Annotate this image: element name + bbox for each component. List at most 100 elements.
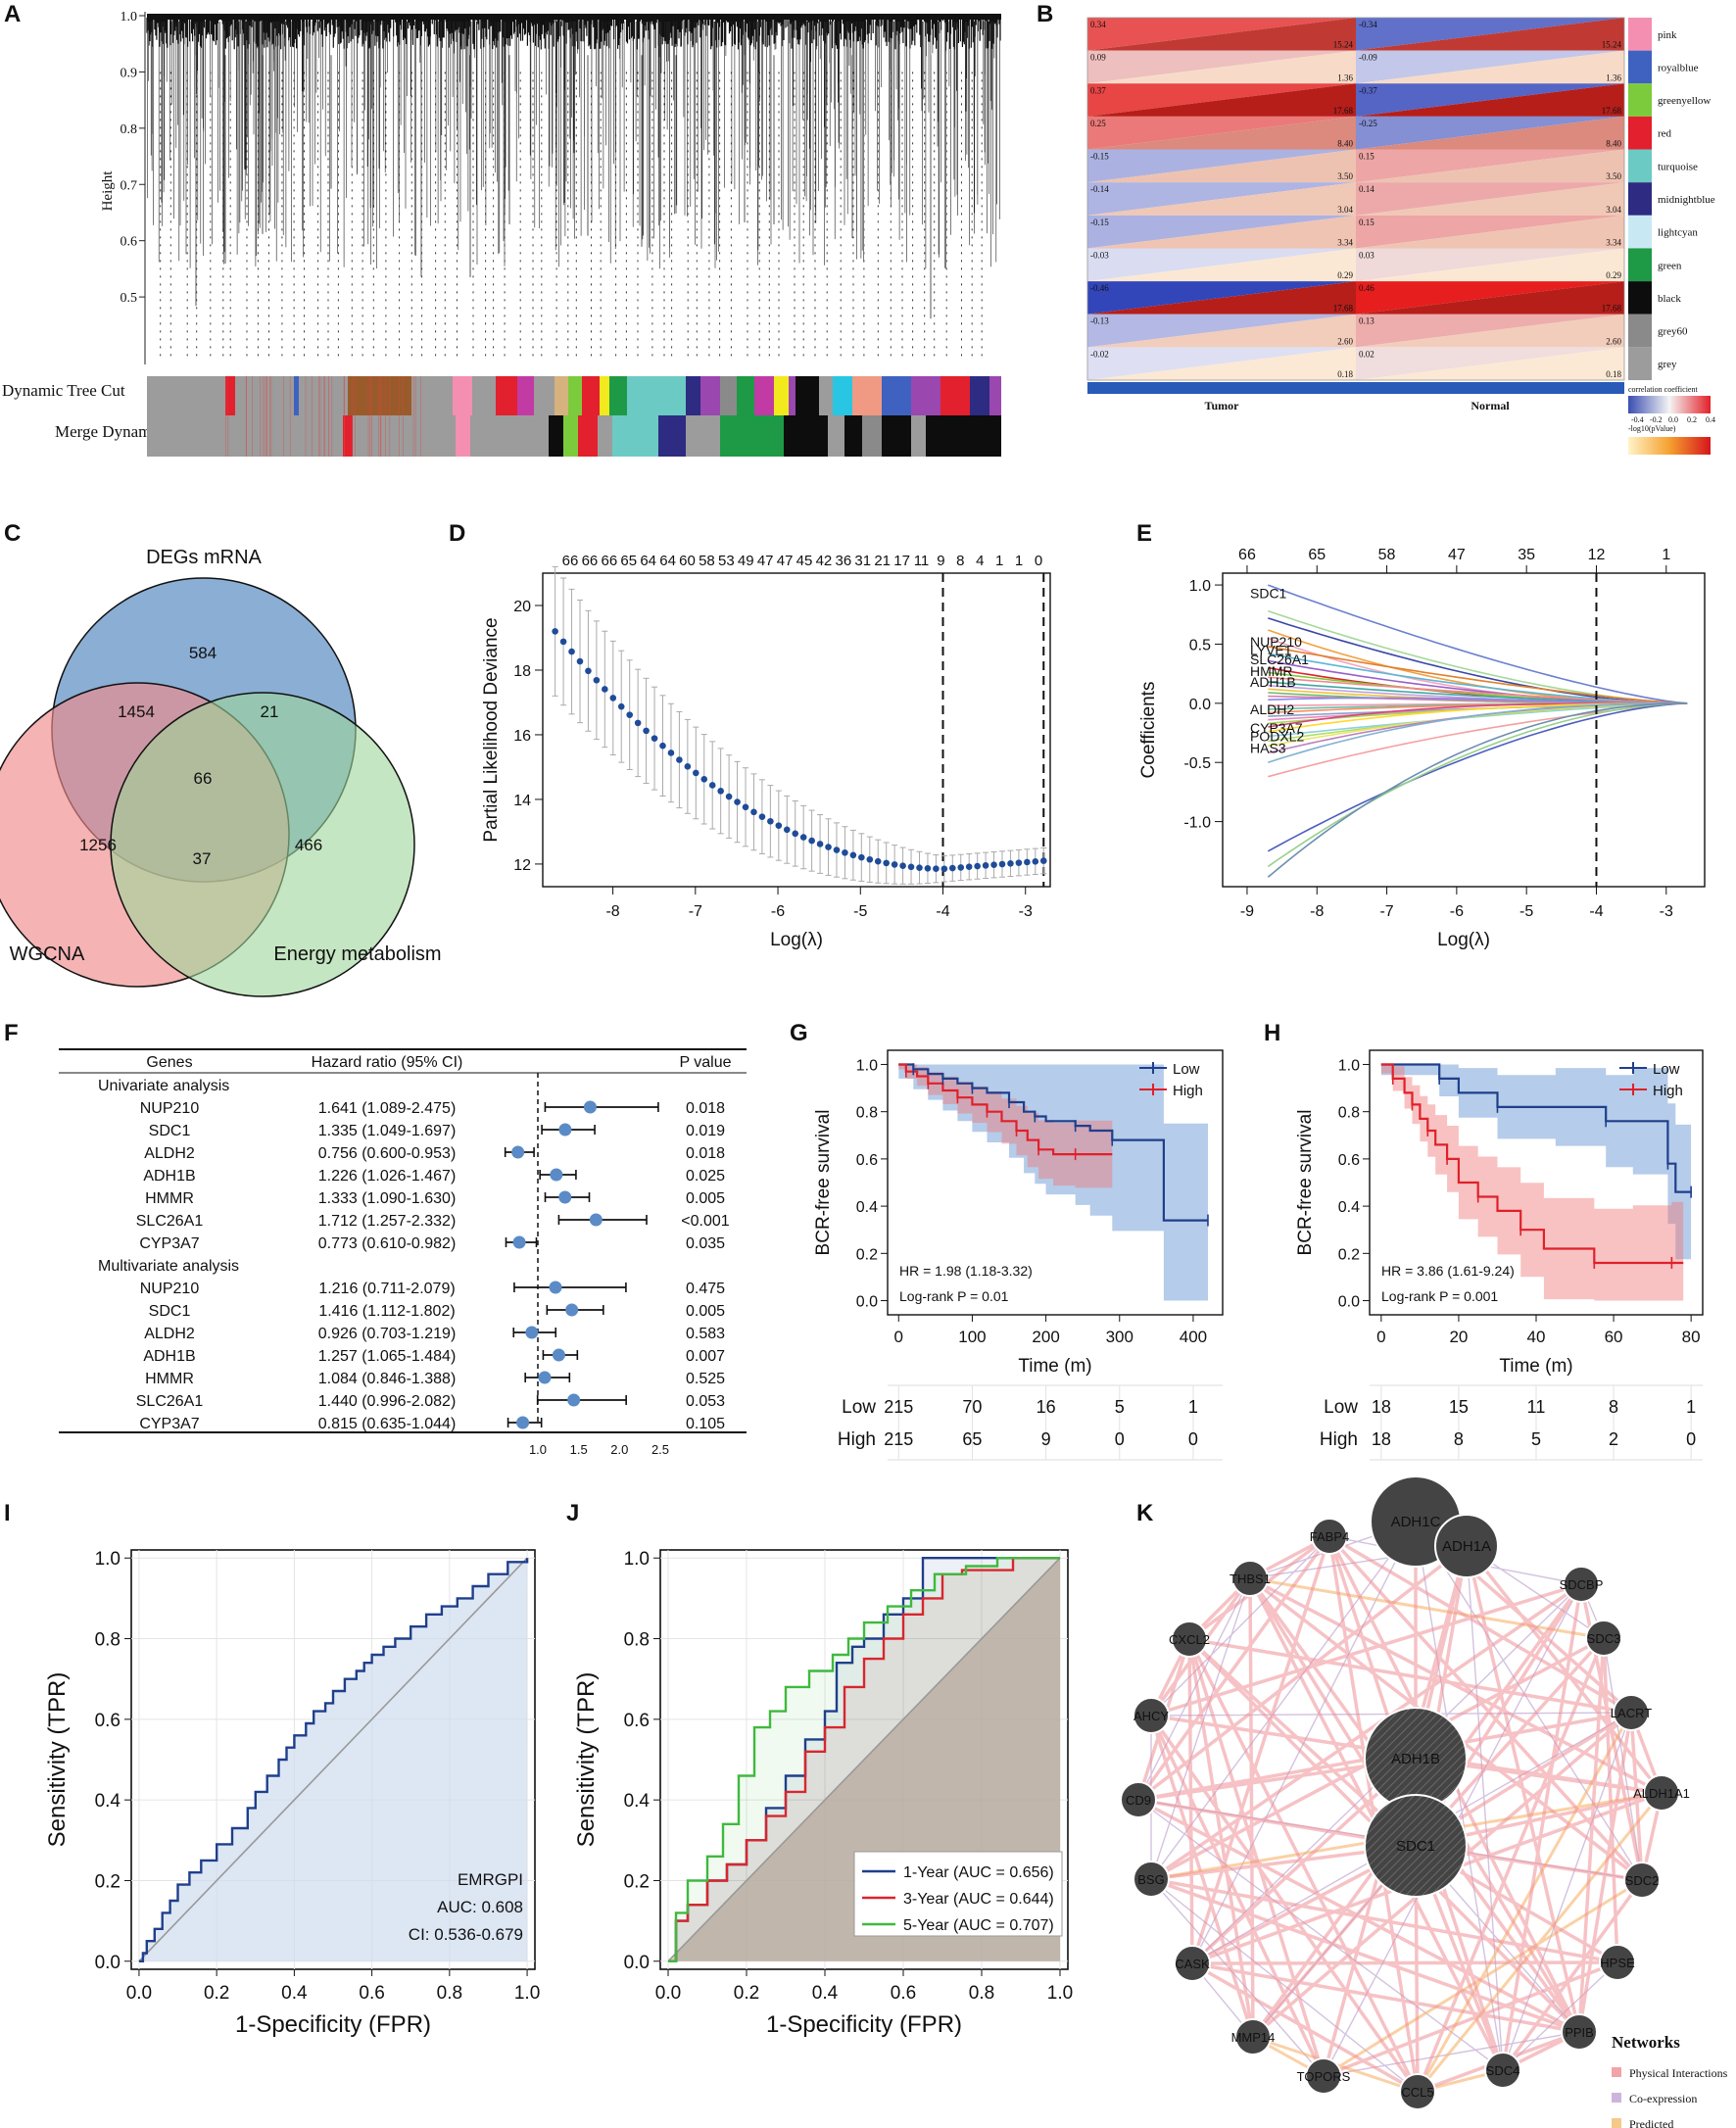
cv-point (933, 865, 940, 873)
roc-legend-box (853, 1851, 1063, 1937)
forest-section-title: Multivariate analysis (98, 1258, 239, 1275)
cv-point (982, 862, 989, 869)
forest-p-value: 0.025 (686, 1168, 725, 1185)
heatmap-pvalue-value: 3.04 (1606, 205, 1621, 215)
heatmap-correlation-value: 0.13 (1359, 316, 1374, 326)
dendrogram-mid-branches (147, 22, 1000, 269)
forest-gene-label: SDC1 (149, 1123, 191, 1139)
network-node-label: SDC3 (1587, 1631, 1621, 1646)
merge-dynamic-segment (470, 415, 549, 457)
forest-gene-label: SLC26A1 (136, 1393, 204, 1410)
panel-label-j: J (566, 1500, 579, 1526)
module-color-swatch (1628, 182, 1652, 216)
heatmap-cell-pvalue (1356, 281, 1624, 314)
forest-p-value: 0.018 (686, 1145, 725, 1162)
risk-count-low: 70 (962, 1397, 982, 1417)
dendrogram-y-tick-label: 0.5 (121, 291, 138, 306)
dynamic-tree-cut-segment (496, 376, 517, 415)
dynamic-tree-cut-segment (517, 376, 534, 415)
y-tick-label: -0.5 (1183, 755, 1211, 772)
heatmap-cell-pvalue (1356, 83, 1624, 117)
risk-count-low: 1 (1686, 1397, 1696, 1417)
cv-point (609, 695, 617, 701)
forest-hr-text: 1.333 (1.090-1.630) (318, 1190, 457, 1207)
cv-point (1039, 857, 1047, 864)
network-node-label: ADH1C (1391, 1514, 1441, 1530)
heatmap-border (1086, 17, 1625, 381)
coef-path-line (1267, 702, 1688, 868)
cv-point (866, 855, 874, 863)
cv-point (842, 848, 848, 856)
cv-point (585, 667, 592, 675)
top-count-label: 42 (816, 553, 833, 569)
x-axis-label: Log(λ) (1437, 930, 1490, 950)
network-node-cask (1174, 1945, 1211, 1982)
forest-gene-label: ALDH2 (144, 1145, 195, 1162)
network-legend-label: Co-expression (1629, 2092, 1697, 2105)
forest-p-value: 0.583 (686, 1326, 725, 1342)
x-tick-label: 1.0 (514, 1983, 540, 2004)
roc-auc-label: AUC: 0.608 (437, 1898, 523, 1916)
x-tick-label: -5 (853, 903, 867, 920)
top-count-label: 47 (757, 553, 774, 569)
dendrogram-top-bar (147, 14, 1001, 20)
heatmap-cell-pvalue (1087, 149, 1356, 183)
module-name-label: pink (1658, 29, 1677, 41)
dynamic-tree-cut-segment (600, 376, 609, 415)
heatmap-correlation-value: 0.37 (1090, 85, 1106, 95)
top-count-label: 17 (893, 553, 910, 569)
x-tick-label: 0.2 (204, 1983, 229, 2004)
y-axis-label: Sensitivity (TPR) (44, 1672, 71, 1848)
y-tick-label: 0.5 (1189, 637, 1211, 653)
forest-hr-text: 1.257 (1.065-1.484) (318, 1348, 457, 1365)
network-legend-swatch (1612, 2093, 1621, 2103)
top-count-label: 35 (1518, 547, 1535, 563)
forest-hr-text: 1.216 (0.711-2.079) (318, 1281, 455, 1297)
dynamic-tree-cut-segment (147, 376, 225, 415)
risk-count-high: 0 (1686, 1429, 1696, 1449)
roc-diagonal (667, 1557, 1061, 1962)
dynamic-tree-cut-segment (225, 376, 235, 415)
cv-point (734, 798, 741, 805)
heatmap-cell-pvalue (1356, 182, 1624, 216)
dynamic-tree-cut-segment (700, 376, 720, 415)
x-tick-label: 0.4 (281, 1983, 308, 2004)
module-color-swatch (1628, 347, 1652, 380)
dynamic-tree-cut-segment (789, 376, 796, 415)
x-tick-label: 60 (1605, 1328, 1623, 1346)
x-tick-label: 0 (1376, 1328, 1385, 1346)
venn-value-only-energy: 466 (295, 836, 322, 854)
roc-legend-label: 1-Year (AUC = 0.656) (903, 1864, 1054, 1881)
x-tick-label: -3 (1019, 903, 1033, 920)
cv-point (990, 861, 997, 868)
x-tick-label: 40 (1527, 1328, 1546, 1346)
network-node-label: HPSE (1600, 1956, 1635, 1970)
dendrogram-y-tick-label: 0.9 (121, 66, 138, 80)
top-count-label: 12 (1588, 547, 1606, 563)
y-tick-label: -1.0 (1183, 815, 1211, 832)
gene-path-label: NUP210 (1250, 634, 1302, 650)
heatmap-cell-correlation (1356, 149, 1624, 183)
heatmap-cell-correlation (1356, 50, 1624, 84)
dynamic-tree-cut-segment (737, 376, 754, 415)
forest-x-tick-label: 2.5 (651, 1442, 669, 1457)
top-count-label: 53 (718, 553, 735, 569)
y-tick-label: 14 (513, 793, 531, 809)
panel-i-roc-curve: 0.00.0 0.2 0.2 0.4 0.4 0.6 0.6 0.8 0.8 1.0 1.0 1-Sp… (44, 1549, 540, 2038)
x-tick-label: -7 (1379, 903, 1393, 920)
heatmap-correlation-value: 0.09 (1090, 53, 1106, 63)
panel-labels: A B C D E F G H I J K (4, 1, 1280, 1526)
heatmap-cell-pvalue (1356, 18, 1624, 51)
gene-path-label: HMMR (1250, 663, 1293, 679)
forest-gene-label: CYP3A7 (139, 1235, 199, 1252)
cv-point (684, 763, 692, 770)
network-node-label: MMP14 (1231, 2030, 1276, 2045)
heatmap-cell-pvalue (1087, 18, 1356, 51)
dendrogram-y-tick-label: 0.8 (121, 122, 138, 137)
x-tick-label: -7 (689, 903, 702, 920)
km-logrank-text: Log-rank P = 0.01 (899, 1288, 1009, 1304)
merge-dynamic-segment (456, 415, 470, 457)
cv-point (792, 830, 799, 838)
